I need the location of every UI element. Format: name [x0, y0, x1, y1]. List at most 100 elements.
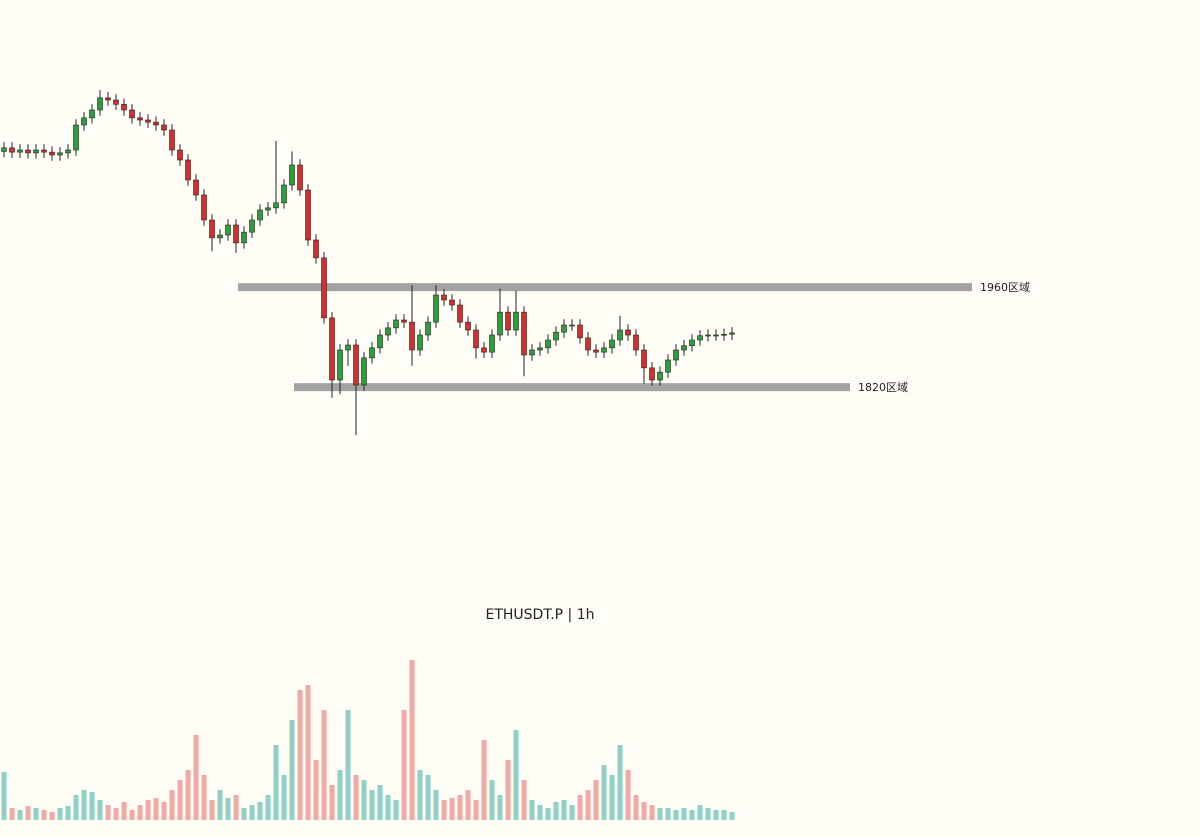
volume-bar: [305, 685, 311, 820]
candle-body: [305, 189, 311, 241]
volume-bar: [113, 808, 119, 820]
level-zone: [294, 383, 850, 392]
volume-bar: [393, 800, 399, 820]
candle-body: [17, 149, 23, 153]
volume-bar: [161, 802, 167, 820]
volume-bar: [209, 800, 215, 820]
candle-body: [89, 109, 95, 119]
volume-bar: [361, 780, 367, 820]
candle-body: [209, 219, 215, 239]
candle-body: [713, 334, 719, 337]
volume-bar: [89, 792, 95, 820]
candle-body: [249, 219, 255, 233]
volume-bar: [649, 805, 655, 820]
candle-body: [121, 103, 127, 111]
candle-body: [9, 147, 15, 153]
candle-body: [617, 329, 623, 341]
candle-body: [393, 319, 399, 329]
volume-bar: [721, 810, 727, 820]
volume-bar: [81, 790, 87, 820]
volume-bar: [641, 802, 647, 820]
volume-bar: [545, 808, 551, 820]
volume-bar: [297, 690, 303, 820]
volume-bar: [145, 800, 151, 820]
volume-bar: [169, 790, 175, 820]
volume-bar: [289, 720, 295, 820]
candle-body: [641, 349, 647, 369]
candle-body: [217, 234, 223, 239]
chart-title: ETHUSDT.P | 1h: [485, 607, 594, 623]
volume-bar: [137, 805, 143, 820]
volume-bar: [705, 808, 711, 820]
volume-bar: [553, 802, 559, 820]
volume-bar: [105, 805, 111, 820]
candle-body: [329, 317, 335, 381]
volume-bar: [25, 806, 31, 820]
volume-bar: [689, 810, 695, 820]
candle-body: [545, 339, 551, 349]
volume-bar: [41, 810, 47, 820]
volume-bar: [321, 710, 327, 820]
candle-body: [41, 149, 47, 153]
volume-bar: [569, 805, 575, 820]
volume-bar: [529, 800, 535, 820]
candle-body: [657, 371, 663, 381]
volume-bar: [449, 798, 455, 820]
candle-body: [289, 164, 295, 186]
candle-body: [73, 124, 79, 151]
candle-body: [137, 117, 143, 121]
volume-bar: [353, 775, 359, 820]
candle-body: [297, 164, 303, 191]
volume-bar: [273, 745, 279, 820]
volume-bar: [417, 770, 423, 820]
volume-bar: [153, 798, 159, 820]
candle-body: [505, 311, 511, 331]
volume-bar: [329, 785, 335, 820]
candle-body: [649, 367, 655, 381]
candle-body: [281, 184, 287, 204]
volume-bar: [257, 802, 263, 820]
candle-body: [177, 149, 183, 161]
candle-body: [665, 359, 671, 373]
volume-bar: [409, 660, 415, 820]
volume-bar: [609, 775, 615, 820]
candle-body: [113, 99, 119, 105]
candle-body: [313, 239, 319, 259]
volume-bar: [601, 765, 607, 820]
volume-bar: [377, 785, 383, 820]
candle-body: [705, 334, 711, 337]
candle-body: [721, 333, 727, 336]
candle-body: [201, 194, 207, 221]
volume-bar: [697, 805, 703, 820]
volume-bar: [625, 770, 631, 820]
volume-bar: [489, 780, 495, 820]
volume-bar: [337, 770, 343, 820]
candle-body: [377, 334, 383, 349]
candle-body: [593, 349, 599, 353]
volume-bar: [249, 805, 255, 820]
candle-body: [353, 344, 359, 386]
candle-body: [361, 357, 367, 386]
candle-body: [145, 119, 151, 123]
candle-body: [441, 294, 447, 301]
volume-bar: [49, 812, 55, 820]
volume-bar: [673, 810, 679, 820]
volume-bar: [665, 808, 671, 820]
volume-bar: [225, 798, 231, 820]
candle-body: [153, 121, 159, 126]
volume-bar: [385, 795, 391, 820]
candle-body: [225, 224, 231, 236]
candle-body: [401, 319, 407, 323]
volume-bar: [57, 808, 63, 820]
candle-body: [697, 335, 703, 341]
candle-body: [529, 349, 535, 356]
candle-body: [425, 321, 431, 336]
candle-body: [673, 349, 679, 361]
level-label: 1960区域: [980, 281, 1030, 294]
volume-bar: [65, 806, 71, 820]
candle-body: [193, 179, 199, 196]
candle-body: [521, 311, 527, 356]
volume-bar: [513, 730, 519, 820]
volume-bar: [241, 808, 247, 820]
candle-body: [433, 294, 439, 323]
